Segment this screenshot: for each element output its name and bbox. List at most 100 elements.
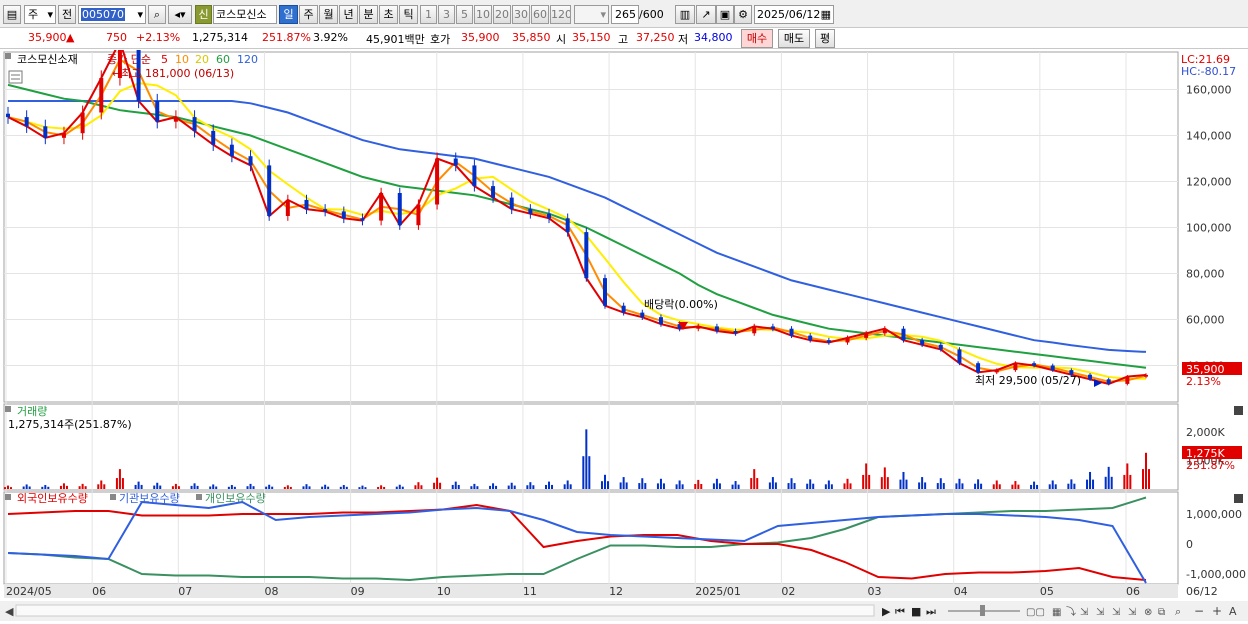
period-week-button[interactable]: 주 [299,5,318,24]
volume-bar [1051,480,1054,489]
layout-icon[interactable]: ▢▢ [1026,607,1045,618]
volume-bar [961,483,964,489]
panel-menu-icon[interactable] [5,494,11,500]
prev-button[interactable]: 전 [58,5,76,24]
interval-5-button[interactable]: 5 [456,5,473,24]
sell-button[interactable]: 매도 [778,29,810,48]
candle-body [640,312,645,318]
volume-bar [588,456,591,489]
sound-icon[interactable]: ◂▾ [168,5,192,24]
volume-bar [1104,476,1107,489]
forward-icon[interactable]: ⏭ [926,605,936,618]
interval-60-button[interactable]: 60 [531,5,549,24]
period-day-button[interactable]: 일 [279,5,298,24]
volume-bar [678,480,681,489]
volume-bar [100,480,103,489]
ma60-line [7,83,1147,369]
save-icon[interactable]: ▣ [716,5,734,24]
stock-code-input[interactable]: 005070 ▾ [78,5,146,24]
play-icon[interactable]: ▶ [882,605,891,618]
indicator-icon[interactable]: ▥ [675,5,695,24]
zoom-out-icon[interactable]: − [1194,604,1204,618]
font-size-icon[interactable]: A [1229,605,1237,618]
rewind-icon[interactable]: ⏮ [895,605,905,618]
count-input[interactable]: 265 [611,5,639,24]
volume-subtitle: 1,275,314주(251.87%) [8,418,132,431]
period-second-button[interactable]: 초 [379,5,398,24]
panel-menu-icon[interactable] [196,494,202,500]
volume-bar [545,484,548,489]
bid-price: 35,850 [512,31,551,44]
window-menu-icon[interactable]: ▤ [3,5,21,24]
volume-bar [1033,481,1036,489]
volume-bar [902,471,905,489]
volume-bar [252,486,255,489]
close-panel-icon[interactable] [1234,494,1243,503]
volume-bar [582,456,585,489]
volume-bar [771,477,774,489]
volume-bar [451,484,454,489]
xaxis: 2024/05 06 07 08 09 10 11 12 2025/01 02 03 04 05 06 [6,585,1140,598]
xaxis-label: 05 [1040,585,1054,598]
arrow-tool-icon-4[interactable]: ⇲ [1128,607,1137,618]
table-toggle-icon[interactable] [8,70,23,84]
link-icon[interactable]: ⊗ [1144,607,1152,618]
xaxis-label: 02 [781,585,795,598]
candle-body [565,218,570,233]
scroll-left-icon[interactable]: ◀ [5,605,14,618]
candle-body [173,117,178,122]
search-icon[interactable]: ⌕ [148,5,166,24]
candle-body [155,101,160,122]
volume-bar [339,486,342,489]
period-minute-button[interactable]: 분 [359,5,378,24]
interval-3-button[interactable]: 3 [438,5,455,24]
grid-icon[interactable]: ▦ [1052,607,1061,618]
date-value: 2025/06/12 [757,8,821,21]
arrow-tool-icon[interactable]: ⇲ [1080,607,1089,618]
draw-tool-icon[interactable]: ↗ [696,5,716,24]
interval-20-button[interactable]: 20 [493,5,511,24]
gear-icon[interactable]: ⚙ [734,5,752,24]
volume-bar [62,483,65,489]
scroll-track[interactable] [15,604,875,617]
zoom-in-icon[interactable]: + [1212,604,1222,618]
zoom-icon[interactable]: ⌕ [1175,605,1181,618]
dropdown-arrow-icon: ▾ [600,8,606,21]
arrow-tool-icon-2[interactable]: ⇲ [1096,607,1105,618]
date-input[interactable]: 2025/06/12 ▦ [754,5,834,24]
holdings-lines [7,496,1147,584]
arrow-tool-icon-3[interactable]: ⇲ [1112,607,1121,618]
volume-bar [1011,484,1014,489]
period-select-value: 주 [28,8,39,21]
period-select[interactable]: 주 ▾ [24,5,56,24]
stop-icon[interactable]: ■ [911,605,921,618]
stock-name-field[interactable]: 코스모신소 [213,5,277,24]
interval-custom-select[interactable]: ▾ [574,5,609,24]
zoom-slider-handle[interactable] [980,605,985,616]
candle-body [1144,374,1148,377]
candle-body [882,328,887,334]
close-panel-icon[interactable] [1234,406,1243,415]
dividend-marker-icon [678,322,688,330]
ma120-line [8,100,1147,353]
copy-icon[interactable]: ⧉ [1158,607,1165,618]
interval-10-button[interactable]: 10 [474,5,492,24]
interval-1-button[interactable]: 1 [420,5,437,24]
panel-menu-icon[interactable] [5,53,11,59]
interval-120-button[interactable]: 120 [550,5,571,24]
panel-menu-icon[interactable] [5,406,11,412]
chart-svg[interactable]: 코스모신소재 종가 단순 5 10 20 60 120 LC:21.69 HC:… [0,32,1248,621]
candle-body [621,305,626,313]
panel-menu-icon[interactable] [110,494,116,500]
volume-bar [995,480,998,489]
buy-button[interactable]: 매수 [741,29,773,48]
line-tool-icon[interactable]: ⤵ [1066,606,1076,618]
interval-30-button[interactable]: 30 [512,5,530,24]
eval-button[interactable]: 평 [815,29,835,48]
volume-bar [1073,483,1076,489]
volume-bar [118,469,121,489]
ma10-legend: 10 [175,53,189,66]
period-month-button[interactable]: 월 [319,5,338,24]
period-year-button[interactable]: 년 [339,5,358,24]
period-tick-button[interactable]: 틱 [399,5,418,24]
